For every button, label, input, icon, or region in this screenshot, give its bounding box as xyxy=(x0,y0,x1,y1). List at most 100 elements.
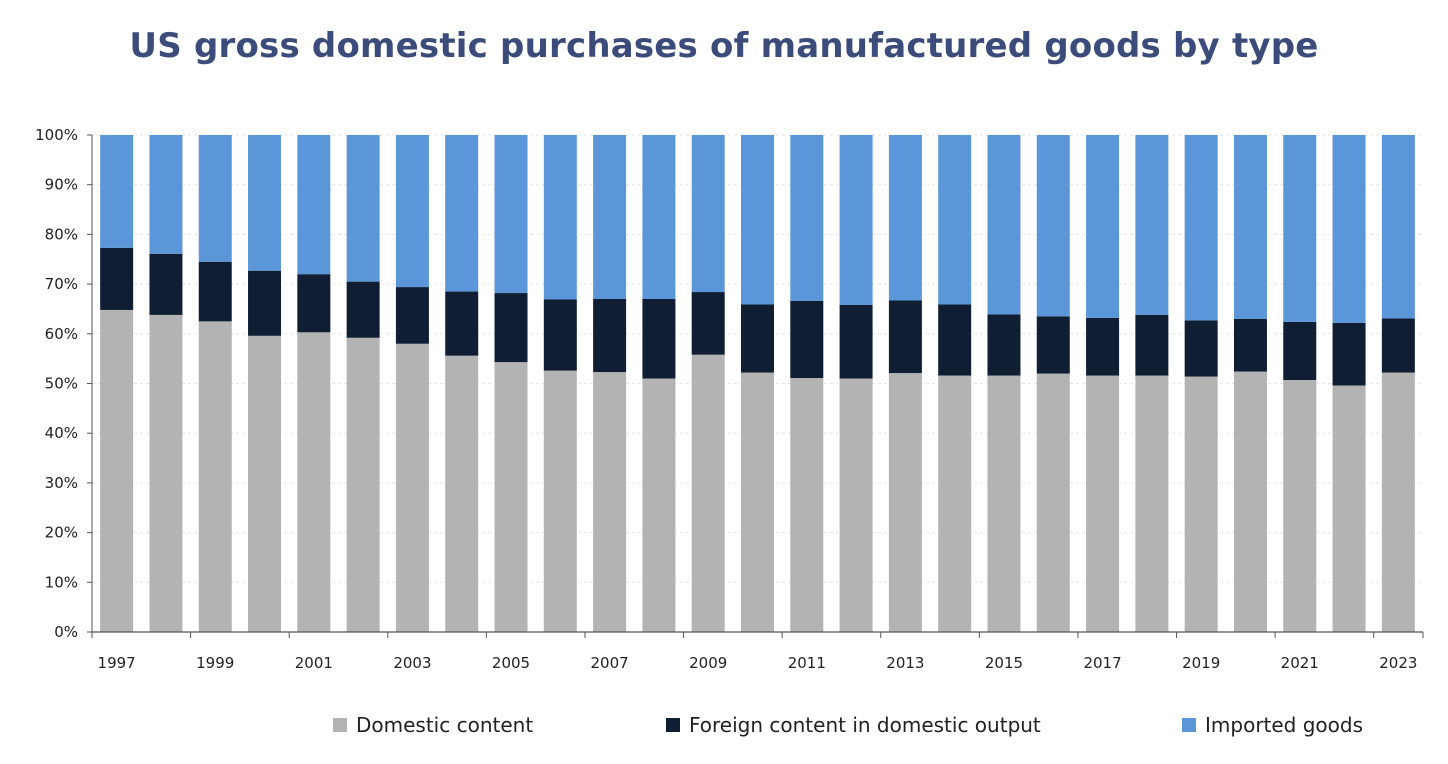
bar-foreign-content-in-domestic-output-2000 xyxy=(248,270,282,336)
bar-foreign-content-in-domestic-output-2007 xyxy=(593,299,627,373)
bar-imported-goods-2000 xyxy=(248,135,282,271)
bar-domestic-content-2007 xyxy=(593,372,627,632)
bar-foreign-content-in-domestic-output-2009 xyxy=(691,292,725,355)
bar-foreign-content-in-domestic-output-2010 xyxy=(741,304,774,373)
y-tick-label: 40% xyxy=(45,424,78,442)
bar-domestic-content-2021 xyxy=(1283,380,1317,632)
bar-foreign-content-in-domestic-output-2017 xyxy=(1086,317,1120,376)
y-tick-label: 70% xyxy=(45,275,78,293)
bar-foreign-content-in-domestic-output-2016 xyxy=(1036,316,1070,374)
bar-foreign-content-in-domestic-output-2001 xyxy=(297,274,331,333)
bar-imported-goods-2017 xyxy=(1086,135,1120,318)
bar-domestic-content-2018 xyxy=(1135,375,1169,632)
bar-imported-goods-2004 xyxy=(445,135,479,292)
legend-label-imported-goods: Imported goods xyxy=(1205,713,1364,737)
bar-domestic-content-2008 xyxy=(642,378,676,632)
bar-imported-goods-2009 xyxy=(691,135,725,293)
bar-imported-goods-2008 xyxy=(642,135,676,300)
y-tick-label: 30% xyxy=(45,474,78,492)
bar-foreign-content-in-domestic-output-1998 xyxy=(149,253,183,315)
x-tick-label: 1999 xyxy=(196,654,234,672)
bar-foreign-content-in-domestic-output-2003 xyxy=(395,287,429,344)
bar-foreign-content-in-domestic-output-2011 xyxy=(790,300,824,379)
bar-domestic-content-2004 xyxy=(445,355,479,632)
bar-foreign-content-in-domestic-output-2012 xyxy=(839,304,873,379)
x-tick-label: 2017 xyxy=(1083,654,1121,672)
bar-imported-goods-2016 xyxy=(1036,135,1070,317)
x-tick-label: 2015 xyxy=(985,654,1023,672)
bar-domestic-content-2011 xyxy=(790,378,824,632)
bar-foreign-content-in-domestic-output-2004 xyxy=(445,291,479,356)
bar-domestic-content-2012 xyxy=(839,378,873,632)
bar-imported-goods-2011 xyxy=(790,135,824,301)
bar-imported-goods-2012 xyxy=(839,135,873,305)
bar-domestic-content-1999 xyxy=(198,321,232,632)
legend-item-domestic-content: Domestic content xyxy=(333,713,533,737)
legend-label-domestic-content: Domestic content xyxy=(356,713,534,737)
bar-domestic-content-2002 xyxy=(346,337,380,632)
bar-imported-goods-2018 xyxy=(1135,135,1169,315)
bar-domestic-content-2017 xyxy=(1086,375,1120,632)
bar-domestic-content-2005 xyxy=(494,362,528,632)
bar-domestic-content-2003 xyxy=(395,343,429,632)
x-tick-label: 2007 xyxy=(591,654,629,672)
bar-imported-goods-2023 xyxy=(1381,135,1415,319)
x-tick-label: 2021 xyxy=(1281,654,1319,672)
y-tick-label: 0% xyxy=(54,623,78,641)
y-tick-label: 80% xyxy=(45,225,78,243)
legend: Domestic content Foreign content in dome… xyxy=(0,713,1448,743)
chart-title: US gross domestic purchases of manufactu… xyxy=(129,26,1319,66)
bar-imported-goods-2005 xyxy=(494,135,528,294)
bar-foreign-content-in-domestic-output-2023 xyxy=(1381,318,1415,373)
bar-imported-goods-2001 xyxy=(297,135,331,275)
bar-imported-goods-2015 xyxy=(987,135,1021,315)
bar-foreign-content-in-domestic-output-2019 xyxy=(1184,320,1218,377)
bar-domestic-content-2010 xyxy=(741,372,774,632)
x-tick-label: 2011 xyxy=(788,654,826,672)
legend-item-imported-goods: Imported goods xyxy=(1182,713,1363,737)
bar-foreign-content-in-domestic-output-1997 xyxy=(100,247,134,310)
bar-domestic-content-2019 xyxy=(1184,376,1218,632)
bar-foreign-content-in-domestic-output-2015 xyxy=(987,314,1021,376)
bar-imported-goods-2013 xyxy=(888,135,922,301)
bar-foreign-content-in-domestic-output-2013 xyxy=(888,300,922,374)
bar-domestic-content-2014 xyxy=(938,375,972,632)
bar-imported-goods-2007 xyxy=(593,135,627,300)
bar-foreign-content-in-domestic-output-2002 xyxy=(346,281,380,338)
bar-domestic-content-2023 xyxy=(1381,372,1415,632)
bar-imported-goods-1999 xyxy=(198,135,232,262)
bar-imported-goods-2006 xyxy=(543,135,577,300)
bar-imported-goods-2003 xyxy=(395,135,429,288)
legend-label-foreign-content: Foreign content in domestic output xyxy=(689,713,1041,737)
bar-imported-goods-2021 xyxy=(1283,135,1317,322)
x-tick-label: 2009 xyxy=(689,654,727,672)
legend-swatch-foreign-content xyxy=(666,718,680,732)
bar-domestic-content-2001 xyxy=(297,332,331,632)
x-tick-label: 2003 xyxy=(393,654,431,672)
y-tick-label: 60% xyxy=(45,325,78,343)
bar-domestic-content-2006 xyxy=(543,370,577,632)
bar-imported-goods-2010 xyxy=(741,135,774,305)
bar-domestic-content-2022 xyxy=(1332,385,1366,632)
bar-foreign-content-in-domestic-output-2018 xyxy=(1135,314,1169,376)
bar-imported-goods-1997 xyxy=(100,135,134,248)
bar-domestic-content-1997 xyxy=(100,309,134,632)
bar-domestic-content-2016 xyxy=(1036,373,1070,632)
bar-foreign-content-in-domestic-output-2020 xyxy=(1233,318,1267,372)
y-tick-label: 90% xyxy=(45,176,78,194)
x-tick-label: 2019 xyxy=(1182,654,1220,672)
bar-imported-goods-2002 xyxy=(346,135,380,282)
bar-domestic-content-2013 xyxy=(888,373,922,632)
bar-foreign-content-in-domestic-output-2006 xyxy=(543,299,577,371)
x-tick-label: 2013 xyxy=(886,654,924,672)
bar-domestic-content-1998 xyxy=(149,314,183,632)
legend-swatch-imported-goods xyxy=(1182,718,1196,732)
bar-domestic-content-2000 xyxy=(248,335,282,632)
legend-item-foreign-content: Foreign content in domestic output xyxy=(666,713,1041,737)
bar-foreign-content-in-domestic-output-2005 xyxy=(494,293,528,363)
bar-imported-goods-2020 xyxy=(1233,135,1267,319)
bar-imported-goods-2019 xyxy=(1184,135,1218,321)
bar-imported-goods-2022 xyxy=(1332,135,1366,323)
x-tick-label: 1997 xyxy=(98,654,136,672)
